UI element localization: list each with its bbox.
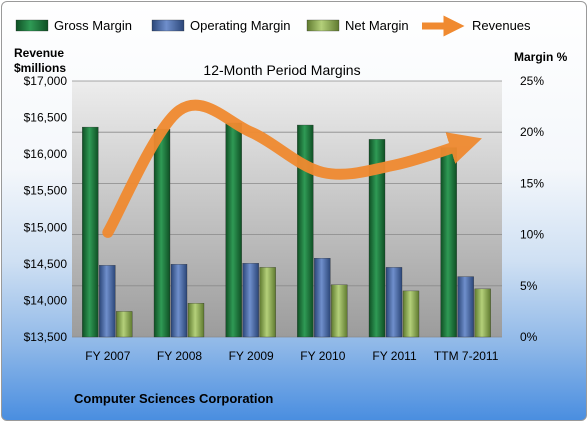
gross-margin-bar (82, 126, 99, 338)
left-axis-label-line1: Revenue (14, 46, 64, 60)
right-axis-tick-label: 10% (520, 228, 544, 242)
gridlines (72, 80, 502, 338)
right-axis-tick-label: 0% (520, 330, 538, 344)
legend-swatch (151, 19, 185, 32)
left-axis-tick-label: $15,500 (24, 184, 68, 198)
operating-margin-bar (457, 276, 474, 338)
company-name: Computer Sciences Corporation (74, 391, 273, 406)
bars-group (82, 122, 491, 338)
category-label: TTM 7-2011 (434, 349, 499, 363)
legend-gross-margin: Gross Margin (54, 18, 132, 33)
legend-operating-margin: Operating Margin (190, 18, 290, 33)
gross-margin-bar (225, 122, 242, 338)
left-axis-tick-label: $17,000 (24, 74, 68, 88)
operating-margin-bar (99, 265, 116, 338)
operating-margin-bar (242, 263, 259, 338)
gross-margin-bar (153, 128, 171, 338)
legend-swatch (306, 19, 340, 32)
chart-title: 12-Month Period Margins (203, 62, 360, 78)
gross-margin-bar (368, 139, 386, 338)
left-axis-tick-label: $16,500 (24, 111, 68, 125)
left-axis-tick-label: $16,000 (24, 147, 68, 161)
revenue-line-group (102, 99, 482, 238)
right-axis-tick-label: 20% (520, 125, 544, 139)
left-axis-label-line2: $millions (14, 61, 66, 75)
left-axis-tick-label: $15,000 (24, 220, 68, 234)
category-labels: FY 2007 FY 2008 FY 2009 FY 2010 FY 2011 TTM 7… (85, 349, 498, 363)
left-axis-tick-label: $13,500 (24, 330, 68, 344)
right-axis-tick-label: 5% (520, 279, 538, 293)
right-axis-label: Margin % (514, 50, 568, 64)
net-margin-bar (474, 288, 491, 338)
net-margin-bar (331, 284, 348, 338)
net-margin-bar (259, 267, 276, 338)
category-label: FY 2010 (300, 349, 345, 363)
operating-margin-bar (314, 258, 331, 338)
net-margin-bar (116, 311, 133, 338)
net-margin-bar (402, 290, 420, 338)
category-label: FY 2009 (229, 349, 274, 363)
right-axis-ticks: 0% 5% 10% 15% 20% 25% (520, 74, 544, 344)
right-axis-tick-label: 15% (520, 176, 544, 190)
left-axis-ticks: $13,500 $14,000 $14,500 $15,000 $15,500 $16,0… (24, 74, 68, 344)
legend-net-margin: Net Margin (345, 18, 409, 33)
category-label: FY 2007 (85, 349, 130, 363)
operating-margin-bar (170, 264, 188, 338)
left-axis-tick-label: $14,500 (24, 257, 68, 271)
category-label: FY 2008 (157, 349, 202, 363)
gross-margin-bar (297, 124, 314, 338)
net-margin-bar (187, 303, 205, 338)
legend-revenues: Revenues (472, 18, 531, 33)
right-axis-tick-label: 25% (520, 74, 544, 88)
plot-area (72, 81, 502, 337)
category-label: FY 2011 (372, 349, 417, 363)
operating-margin-bar (385, 267, 403, 338)
left-axis-tick-label: $14,000 (24, 293, 68, 307)
legend-swatch (15, 19, 49, 32)
revenue-line (102, 99, 482, 238)
gross-margin-bar (440, 147, 457, 338)
legend: Gross Margin Operating Margin Net Margin Re… (15, 15, 531, 37)
